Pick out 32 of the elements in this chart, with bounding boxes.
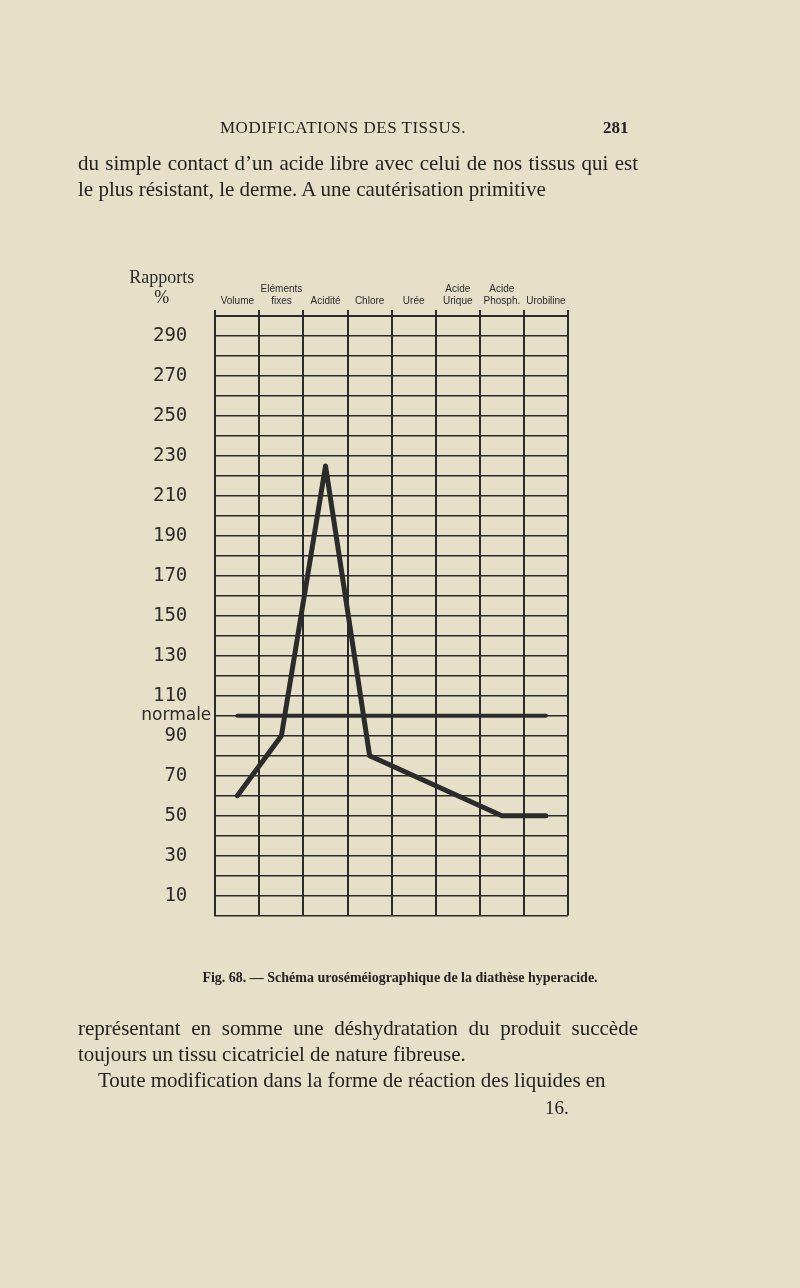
x-tick-label: Urobiline: [526, 294, 567, 306]
x-tick-label: Acidité: [310, 294, 341, 306]
y-tick-label: 250: [152, 402, 188, 425]
y-tick-label: 50: [164, 802, 188, 825]
x-tick-label: Eléments fixes: [260, 282, 303, 306]
y-tick-label: 190: [152, 522, 188, 545]
text: du simple contact d’un acide libre avec celui de nos tissus qui est le plus résistant, le derme. A une cautérisation primitive: [78, 150, 638, 202]
x-tick-label: Chlore: [354, 294, 385, 306]
y-tick-label: 130: [152, 642, 188, 665]
x-tick-label: Urée: [402, 294, 425, 306]
y-tick-label: 30: [164, 842, 188, 865]
y-tick-label: 150: [152, 602, 188, 625]
y-tick-label: 170: [152, 562, 188, 585]
text: MODIFICATIONS DES TISSUS.: [220, 117, 466, 139]
y-tick-label: 10: [164, 882, 188, 905]
text: Fig. 68. — Schéma uroséméiographique de la diathèse hyperacide.: [201, 969, 599, 987]
y-tick-label: 110: [152, 682, 188, 705]
y-tick-label: 290: [152, 322, 188, 345]
y-tick-label: 230: [152, 442, 188, 465]
y-tick-label: 70: [164, 762, 188, 785]
y-tick-label: 90: [164, 722, 188, 745]
y-tick-label: 270: [152, 362, 188, 385]
x-tick-label: Volume: [220, 294, 255, 306]
text: 281: [603, 117, 629, 139]
y-tick-label: 210: [152, 482, 188, 505]
x-tick-label: Acide Phosph.: [483, 282, 521, 306]
ref-line-label: normale: [141, 704, 212, 725]
x-tick-label: Acide Urique: [443, 282, 473, 306]
y-axis-title: Rapports %: [129, 266, 195, 307]
text: Toute modification dans la forme de réaction des liquides en: [98, 1067, 607, 1093]
text: 16.: [545, 1096, 569, 1120]
text: représentant en somme une déshydratation du produit succède toujours un tissu cicatriciel de nature fibreuse.: [78, 1015, 638, 1067]
